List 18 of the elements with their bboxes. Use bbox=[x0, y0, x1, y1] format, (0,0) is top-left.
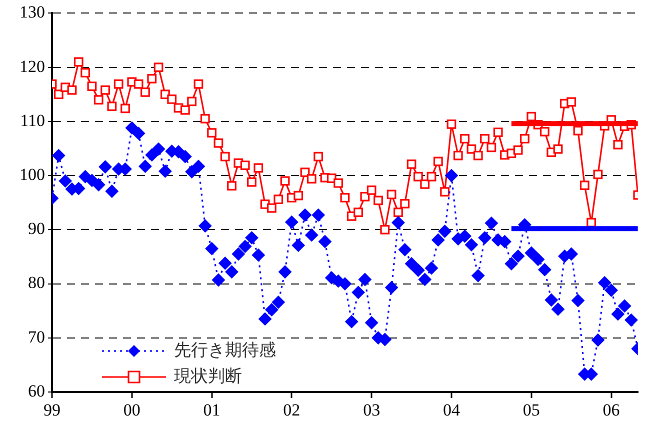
legend-label: 現状判断 bbox=[174, 366, 242, 386]
y-tick-label: 60 bbox=[28, 381, 45, 400]
y-tick-label: 70 bbox=[28, 327, 45, 346]
y-tick-label: 130 bbox=[20, 2, 45, 22]
x-tick-label: 03 bbox=[363, 400, 380, 420]
x-tick-label: 00 bbox=[123, 400, 140, 420]
x-tick-label: 05 bbox=[522, 400, 540, 420]
y-tick-label: 120 bbox=[20, 56, 45, 76]
x-tick-label: 99 bbox=[44, 400, 60, 420]
x-tick-label: 02 bbox=[283, 400, 300, 420]
y-tick-label: 90 bbox=[28, 219, 45, 238]
x-tick-label: 04 bbox=[442, 400, 460, 420]
x-tick-label: 06 bbox=[602, 400, 620, 420]
y-tick-label: 100 bbox=[20, 165, 45, 184]
y-tick-label: 80 bbox=[28, 273, 45, 292]
x-tick-label: 01 bbox=[203, 400, 220, 420]
legend-label: 先行き期待感 bbox=[174, 340, 276, 360]
y-tick-label: 110 bbox=[20, 110, 45, 130]
